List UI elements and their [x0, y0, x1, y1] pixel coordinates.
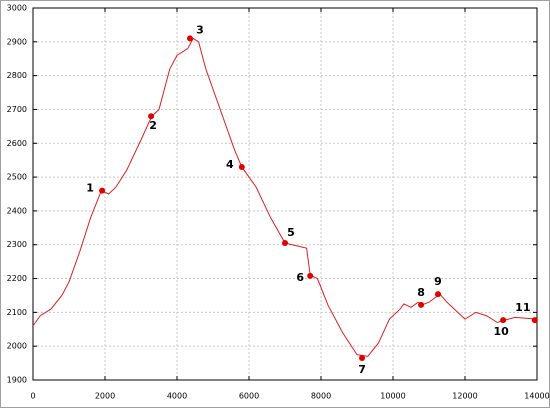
point-marker: [282, 240, 288, 247]
point-marker: [307, 272, 314, 279]
point-marker: [359, 355, 366, 362]
y-tick-label: 3000: [7, 4, 27, 13]
x-tick-label: 10000: [380, 392, 405, 401]
plot-border: [32, 7, 538, 381]
x-tick-label: 2000: [95, 392, 115, 401]
y-tick-label: 2000: [7, 342, 27, 351]
x-tick-label: 12000: [452, 392, 477, 401]
y-tick-label: 2400: [7, 206, 27, 215]
point-label: 11: [515, 301, 530, 314]
point-marker: [148, 113, 155, 120]
point-label: 9: [434, 275, 442, 288]
point-label: 6: [296, 271, 304, 284]
x-tick-label: 14000: [524, 392, 549, 401]
point-label: 4: [226, 158, 234, 171]
point-label: 8: [417, 286, 425, 299]
y-tick-label: 2100: [7, 308, 27, 317]
y-tick-label: 2500: [7, 173, 27, 182]
point-label: 1: [86, 182, 94, 195]
point-marker: [418, 301, 425, 308]
point-marker: [99, 187, 106, 194]
point-label: 7: [358, 363, 366, 376]
point-label: 2: [149, 119, 157, 132]
y-tick-label: 2700: [7, 105, 27, 114]
point-marker: [531, 317, 538, 324]
y-tick-label: 2200: [7, 274, 27, 283]
point-marker: [435, 291, 441, 298]
point-marker: [238, 163, 245, 170]
y-tick-label: 2300: [7, 240, 27, 249]
x-tick-label: 4000: [167, 392, 187, 401]
x-tick-label: 6000: [239, 392, 259, 401]
y-tick-label: 2600: [7, 139, 27, 148]
point-label: 5: [287, 226, 295, 239]
y-tick-label: 2800: [7, 71, 27, 80]
x-tick-label: 8000: [311, 392, 331, 401]
point-marker: [500, 317, 507, 324]
point-label: 10: [494, 325, 510, 338]
x-tick-label: 0: [30, 392, 35, 401]
point-label: 3: [196, 23, 204, 36]
y-tick-label: 1900: [7, 376, 27, 385]
point-marker: [186, 35, 193, 42]
y-tick-label: 2900: [7, 37, 27, 46]
